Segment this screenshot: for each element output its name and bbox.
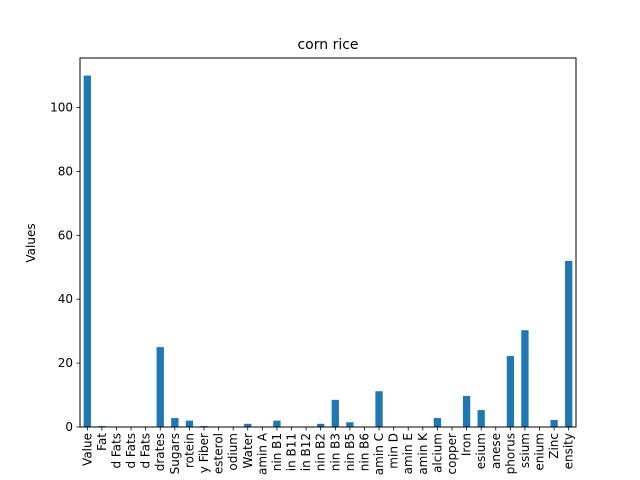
x-tick-label-10: odium <box>226 433 240 471</box>
bar-33 <box>565 260 573 427</box>
x-tick-label-5: drates <box>153 433 167 471</box>
bar-11 <box>244 423 252 427</box>
x-tick-label-17: nin B3 <box>328 433 342 471</box>
x-tick-label-26: Iron <box>460 433 474 456</box>
x-tick-label-22: amin E <box>401 433 415 474</box>
bar-0 <box>83 75 91 427</box>
x-tick-label-7: rotein <box>182 433 196 468</box>
bar-16 <box>317 423 325 427</box>
x-tick-label-9: esterol <box>212 433 226 474</box>
x-tick-label-14: in B11 <box>285 433 299 471</box>
x-tick-label-32: Zinc <box>547 433 561 459</box>
bar-20 <box>375 391 383 427</box>
y-tick-label-5: 100 <box>50 101 73 115</box>
bar-29 <box>506 356 514 427</box>
x-tick-label-19: nin B6 <box>357 433 371 471</box>
bar-26 <box>462 396 471 427</box>
x-tick-label-20: amin C <box>372 433 386 475</box>
x-tick-label-30: ssium <box>518 433 532 468</box>
x-tick-label-18: nin B5 <box>343 433 357 471</box>
x-tick-label-24: alcium <box>430 433 444 473</box>
bar-24 <box>433 418 442 427</box>
x-tick-label-12: amin A <box>255 432 269 475</box>
bar-13 <box>273 420 281 427</box>
y-tick-label-2: 40 <box>58 292 73 306</box>
x-tick-label-2: d Fats <box>109 433 123 469</box>
x-tick-label-16: nin B2 <box>314 433 328 471</box>
bar-6 <box>171 418 179 427</box>
bar-30 <box>521 330 529 427</box>
x-tick-label-1: Fat <box>95 433 109 451</box>
x-tick-label-33: ensity <box>562 433 576 469</box>
bar-18 <box>346 422 354 427</box>
bar-32 <box>550 419 558 427</box>
x-tick-label-8: y Fiber <box>197 433 211 473</box>
x-tick-label-15: in B12 <box>299 433 313 471</box>
x-tick-label-4: d Fats <box>139 433 153 469</box>
bar-17 <box>331 399 339 427</box>
bars-group <box>83 75 573 427</box>
x-tick-label-3: d Fats <box>124 433 138 469</box>
x-tick-label-29: phorus <box>503 433 517 474</box>
x-tick-label-6: Sugars <box>168 433 182 474</box>
x-tick-label-25: copper <box>445 433 459 475</box>
chart-title: corn rice <box>297 37 358 53</box>
x-tick-label-27: esium <box>474 433 488 469</box>
x-tick-label-28: anese <box>489 433 503 469</box>
y-tick-label-0: 0 <box>65 420 73 434</box>
y-tick-label-3: 60 <box>58 228 73 242</box>
x-tick-label-0: Value <box>80 433 94 466</box>
x-tick-label-13: nin B1 <box>270 433 284 471</box>
plot-area-frame <box>79 57 577 428</box>
x-tick-label-21: min D <box>387 433 401 469</box>
y-axis-label: Values <box>24 223 38 262</box>
y-tick-label-4: 80 <box>58 164 73 178</box>
x-tick-label-31: enium <box>533 433 547 471</box>
bar-27 <box>477 410 485 427</box>
x-axis-ticks: Value Fat d Fats d Fats d Fats drates Sugars ro… <box>80 427 576 475</box>
bar-7 <box>185 420 194 427</box>
bar-5 <box>156 347 164 427</box>
y-axis-ticks: 0 20 40 60 80 100 <box>50 101 80 434</box>
y-tick-label-1: 20 <box>58 356 73 370</box>
x-tick-label-23: amin K <box>416 432 430 475</box>
x-tick-label-11: Water <box>241 433 255 469</box>
